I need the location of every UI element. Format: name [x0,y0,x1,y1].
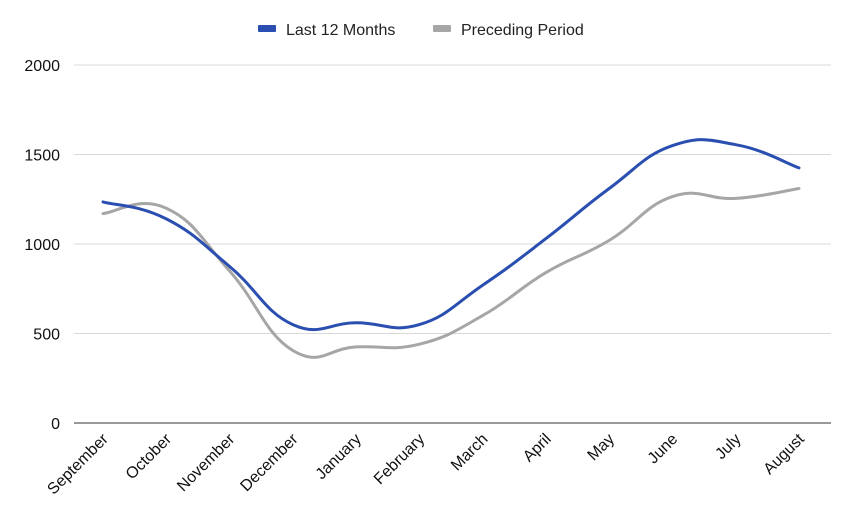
series-line-last-12-months [101,138,801,332]
x-tick-label: November [174,430,239,495]
x-tick-label: August [761,430,809,478]
y-tick-label: 2000 [24,58,60,75]
x-tick-label: February [371,431,428,488]
series-line-preceding-period [101,187,801,359]
series-lines [101,138,801,359]
legend-swatch [433,25,451,32]
y-axis-tick-labels: 0 500 1000 1500 2000 [24,58,60,433]
y-gridlines [74,64,831,424]
x-tick-label: July [712,431,744,463]
x-tick-label: May [585,431,618,464]
legend-swatch [258,25,276,32]
x-tick-label: January [313,431,365,483]
x-tick-label: December [237,430,302,495]
y-tick-label: 0 [51,416,60,433]
y-tick-label: 1500 [24,148,60,165]
legend-label: Preceding Period [461,22,584,39]
legend: Last 12 Months Preceding Period [258,22,584,39]
y-tick-label: 500 [33,327,60,344]
y-tick-label: 1000 [24,237,60,254]
x-tick-label: September [44,430,112,498]
x-axis-tick-labels: September October November December January F… [44,430,808,498]
x-tick-label: June [645,431,682,468]
x-tick-label: October [123,430,176,483]
x-tick-label: April [520,431,555,466]
x-tick-label: March [448,431,491,474]
legend-label: Last 12 Months [286,22,395,39]
